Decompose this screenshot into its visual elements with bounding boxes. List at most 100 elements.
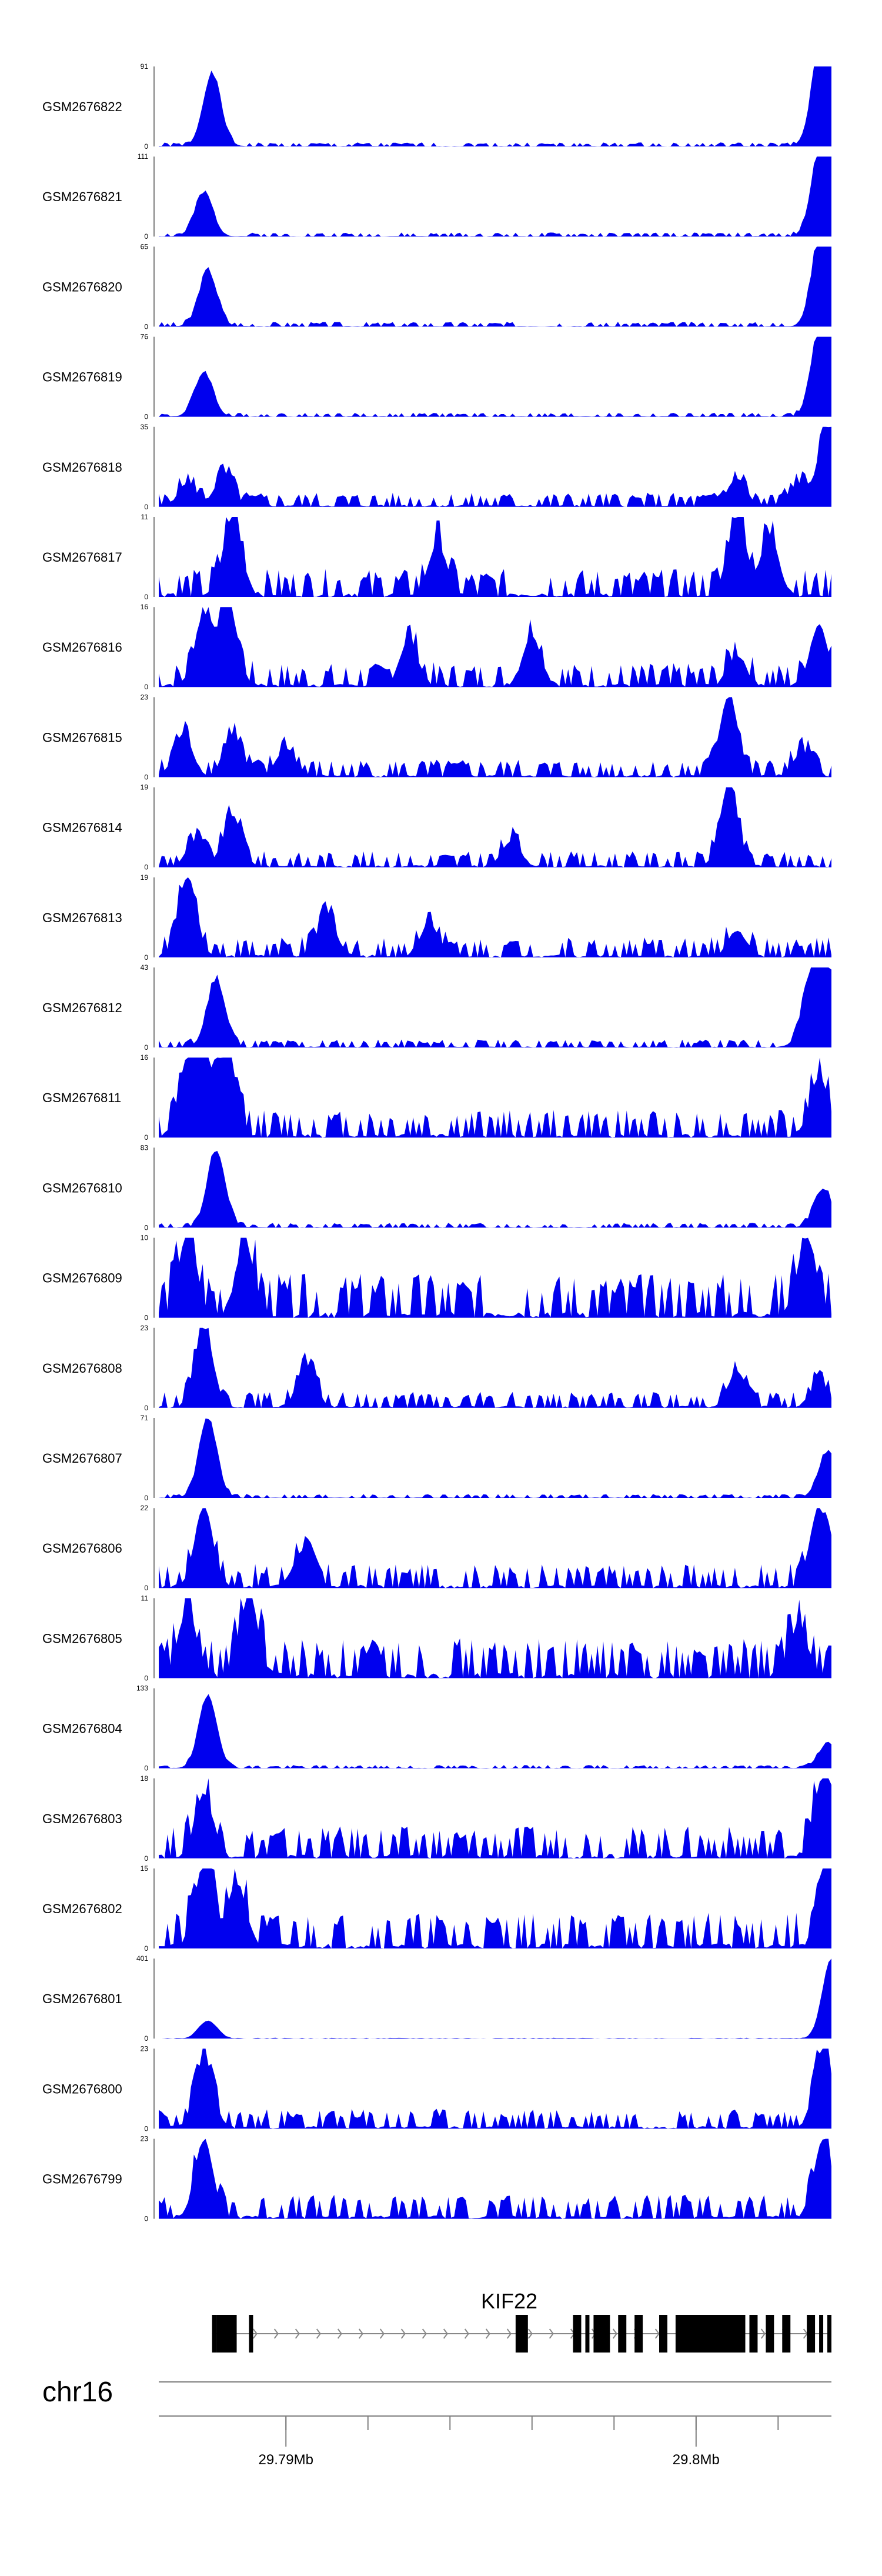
track-ymin-label: 0	[144, 1764, 148, 1773]
track-ymax-label: 111	[138, 152, 149, 161]
exon	[593, 2315, 610, 2353]
track-label: GSM2676800	[42, 2081, 122, 2096]
track-ymin-label: 0	[144, 1674, 148, 1682]
track-label: GSM2676799	[42, 2172, 122, 2187]
track-ymin-label: 0	[144, 1944, 148, 1953]
coverage-area	[159, 877, 831, 957]
gene-track: KIF22	[212, 2289, 831, 2353]
genome-axis: chr16 29.79Mb 29.8Mb	[42, 2377, 831, 2468]
track-GSM2676800: GSM2676800 23 0	[42, 2044, 831, 2133]
track-GSM2676801: GSM2676801 401 0	[42, 1954, 831, 2043]
coverage-area	[159, 1778, 831, 1858]
coverage-area	[159, 1150, 831, 1228]
track-label: GSM2676815	[42, 730, 122, 745]
track-label: GSM2676814	[42, 820, 122, 835]
coverage-area	[159, 66, 831, 146]
coverage-area	[159, 1958, 831, 2039]
track-ymin-label: 0	[144, 232, 148, 241]
track-ymin-label: 0	[144, 2034, 148, 2043]
strand-arrow	[252, 2328, 258, 2339]
strand-arrow	[379, 2328, 385, 2339]
coverage-area	[159, 607, 831, 688]
track-ymax-label: 23	[141, 2135, 149, 2143]
track-ymin-label: 0	[144, 2124, 148, 2133]
track-ymin-label: 0	[144, 1133, 148, 1142]
track-label: GSM2676813	[42, 910, 122, 925]
track-ymin-label: 0	[144, 2215, 148, 2223]
track-GSM2676807: GSM2676807 71 0	[42, 1414, 831, 1502]
track-GSM2676817: GSM2676817 11 0	[42, 513, 831, 601]
track-label: GSM2676819	[42, 370, 122, 385]
track-ymax-label: 10	[141, 1234, 149, 1242]
axis-tick-label: 29.79Mb	[259, 2452, 313, 2468]
track-ymax-label: 401	[136, 1954, 148, 1963]
coverage-area	[159, 1237, 831, 1318]
track-label: GSM2676812	[42, 1000, 122, 1015]
exon	[675, 2315, 746, 2353]
coverage-area	[159, 1508, 831, 1589]
track-ymax-label: 35	[141, 423, 149, 431]
track-ymax-label: 83	[141, 1143, 149, 1152]
coverage-area	[159, 1868, 831, 1948]
exon	[807, 2315, 816, 2353]
exon	[766, 2315, 774, 2353]
exon	[212, 2315, 216, 2353]
coverage-area	[159, 787, 831, 867]
track-label: GSM2676818	[42, 460, 122, 475]
strand-arrow	[295, 2328, 300, 2339]
track-GSM2676821: GSM2676821 111 0	[42, 152, 831, 241]
gene-label: KIF22	[481, 2289, 537, 2313]
track-ymax-label: 15	[141, 1864, 149, 1873]
track-GSM2676818: GSM2676818 35 0	[42, 423, 831, 511]
track-GSM2676810: GSM2676810 83 0	[42, 1143, 831, 1232]
track-ymin-label: 0	[144, 1584, 148, 1592]
track-GSM2676803: GSM2676803 18 0	[42, 1774, 831, 1863]
track-GSM2676805: GSM2676805 11 0	[42, 1594, 831, 1682]
track-ymax-label: 65	[141, 242, 149, 251]
track-ymax-label: 18	[141, 1774, 149, 1783]
track-label: GSM2676803	[42, 1811, 122, 1826]
exon	[515, 2315, 528, 2353]
coverage-area	[159, 697, 831, 778]
coverage-area	[159, 1327, 831, 1408]
exon	[659, 2315, 667, 2353]
axis-tick-label: 29.8Mb	[673, 2452, 720, 2468]
strand-arrow	[549, 2328, 554, 2339]
track-ymax-label: 43	[141, 963, 149, 972]
track-ymin-label: 0	[144, 1223, 148, 1232]
strand-arrow	[273, 2328, 279, 2339]
track-GSM2676811: GSM2676811 16 0	[42, 1053, 831, 1142]
track-label: GSM2676817	[42, 550, 122, 565]
track-GSM2676804: GSM2676804 133 0	[42, 1684, 831, 1773]
track-GSM2676808: GSM2676808 23 0	[42, 1324, 831, 1412]
track-ymin-label: 0	[144, 593, 148, 601]
strand-arrow	[506, 2328, 512, 2339]
track-label: GSM2676808	[42, 1361, 122, 1376]
track-label: GSM2676807	[42, 1451, 122, 1466]
track-label: GSM2676821	[42, 189, 122, 204]
coverage-area	[159, 336, 831, 417]
gene-model	[212, 2315, 831, 2353]
exon	[819, 2315, 824, 2353]
coverage-area	[159, 156, 831, 237]
track-GSM2676819: GSM2676819 76 0	[42, 333, 831, 421]
coverage-area	[159, 1694, 831, 1769]
track-GSM2676820: GSM2676820 65 0	[42, 242, 831, 331]
track-ymax-label: 11	[141, 513, 149, 521]
track-label: GSM2676806	[42, 1541, 122, 1556]
coverage-tracks: GSM2676822910GSM26768211110GSM2676820650…	[42, 62, 831, 2223]
exon	[634, 2315, 643, 2353]
coverage-area	[159, 426, 831, 507]
track-ymin-label: 0	[144, 1854, 148, 1863]
coverage-area	[159, 246, 831, 327]
strand-arrow	[400, 2328, 406, 2339]
track-ymax-label: 133	[136, 1684, 148, 1693]
track-label: GSM2676811	[42, 1090, 121, 1105]
track-ymax-label: 19	[141, 783, 149, 792]
track-label: GSM2676810	[42, 1180, 122, 1195]
track-ymin-label: 0	[144, 683, 148, 691]
exon	[585, 2315, 590, 2353]
strand-arrow	[464, 2328, 469, 2339]
track-label: GSM2676822	[42, 99, 122, 114]
